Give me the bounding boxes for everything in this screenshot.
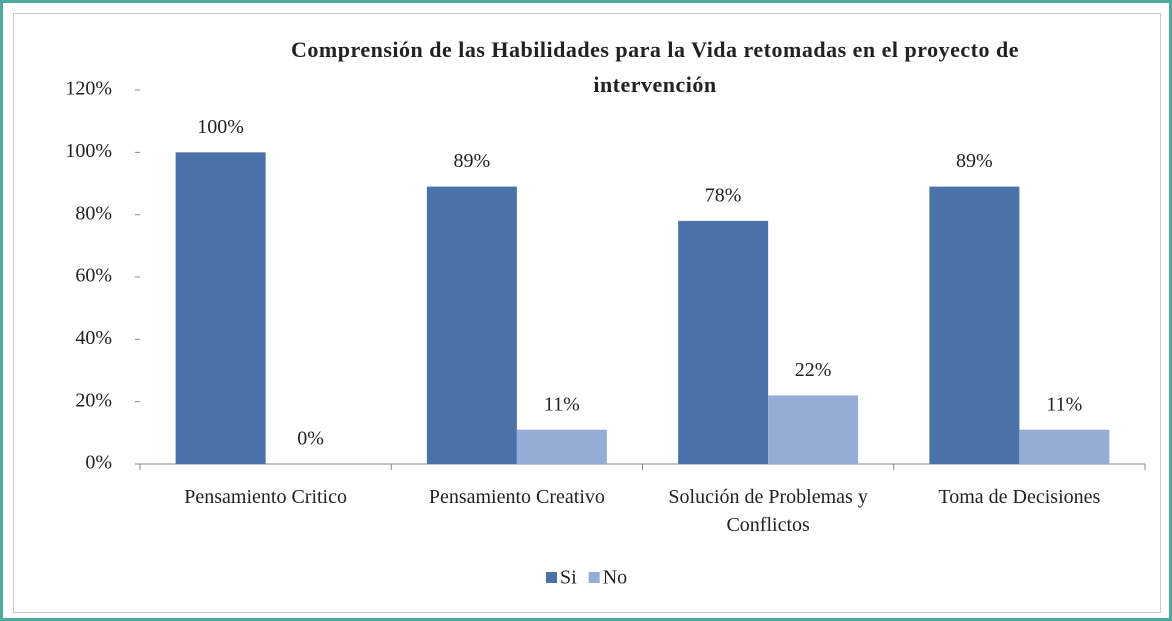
y-tick-label: 60% — [75, 265, 112, 287]
data-label: 100% — [197, 116, 244, 138]
y-tick-label: 100% — [65, 140, 112, 162]
chart-area — [13, 13, 1161, 613]
bar — [929, 186, 1020, 464]
x-tick-label: Pensamiento Critico — [184, 486, 347, 508]
data-label: 89% — [454, 150, 491, 172]
x-tick-label: Pensamiento Creativo — [428, 486, 605, 508]
data-label: 22% — [795, 359, 832, 381]
y-tick-label: 20% — [75, 389, 112, 411]
data-label: 78% — [705, 184, 742, 206]
y-tick-label: 0% — [85, 452, 112, 474]
data-label: 0% — [297, 428, 324, 450]
legend-label: No — [603, 567, 627, 589]
bar — [768, 395, 859, 464]
x-tick-label: Solución de Problemas y Conflictos — [668, 486, 868, 536]
bar — [516, 429, 607, 464]
legend-swatch — [546, 572, 557, 583]
bar — [426, 186, 517, 464]
y-tick-label: 40% — [75, 327, 112, 349]
chart-title: Comprensión de las Habilidades para la V… — [291, 37, 1019, 97]
y-tick-label: 120% — [65, 78, 112, 100]
legend-swatch — [588, 572, 600, 583]
x-tick-label: Toma de Decisiones — [938, 486, 1101, 508]
bar — [1019, 429, 1110, 464]
data-label: 11% — [544, 393, 580, 415]
data-label: 89% — [956, 150, 993, 172]
y-tick-label: 80% — [75, 202, 112, 224]
bar — [175, 152, 266, 465]
bar — [678, 220, 769, 464]
data-label: 11% — [1046, 393, 1082, 415]
legend-label: Si — [560, 567, 577, 589]
